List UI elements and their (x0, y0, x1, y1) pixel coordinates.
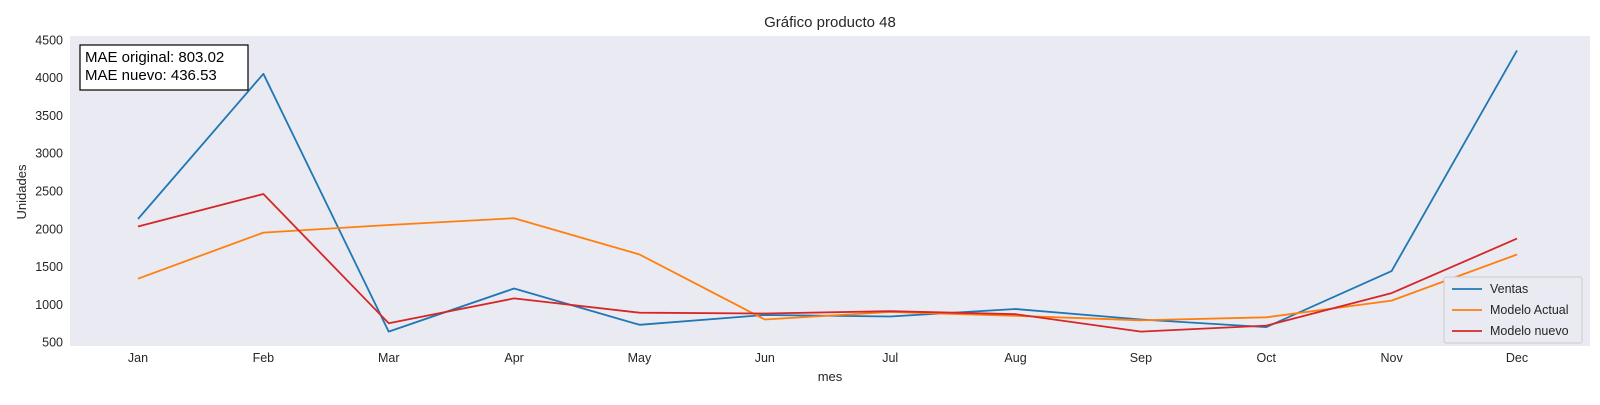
annotation-line-1: MAE original: 803.02 (85, 49, 224, 66)
series-lines (137, 49, 1518, 333)
mae-annotation-box: MAE original: 803.02 MAE nuevo: 436.53 (79, 44, 249, 91)
legend-frame (1443, 276, 1583, 344)
x-tick-label: Apr (504, 351, 523, 365)
x-tick-label: Jun (755, 351, 775, 365)
x-tick-label: Oct (1257, 351, 1277, 365)
series-line-modelo-nuevo (137, 193, 1518, 333)
legend: Ventas Modelo Actual Modelo nuevo (1443, 276, 1583, 344)
annotation-frame (79, 44, 249, 91)
x-tick-label: Aug (1004, 351, 1026, 365)
y-tick-label: 2500 (35, 185, 63, 199)
y-tick-label: 1000 (35, 298, 63, 312)
x-axis-label: mes (818, 369, 843, 384)
x-tick-label: Sep (1130, 351, 1152, 365)
y-axis-ticks: 500 1000 1500 2000 2500 3000 3500 4000 4500 (35, 33, 63, 349)
legend-label-modelo-nuevo: Modelo nuevo (1490, 324, 1569, 338)
chart-title: Gráfico producto 48 (764, 14, 896, 31)
y-tick-label: 500 (42, 336, 63, 350)
y-tick-label: 1500 (35, 260, 63, 274)
y-tick-label: 4000 (35, 71, 63, 85)
x-tick-label: Nov (1381, 351, 1404, 365)
series-line-modelo-actual (137, 217, 1518, 322)
annotation-line-2: MAE nuevo: 436.53 (85, 67, 217, 84)
legend-label-ventas: Ventas (1490, 282, 1528, 296)
x-tick-label: May (628, 351, 652, 365)
y-tick-label: 2000 (35, 222, 63, 236)
x-tick-label: Jan (128, 351, 148, 365)
x-tick-label: Mar (378, 351, 400, 365)
y-tick-label: 3500 (35, 109, 63, 123)
y-axis-label: Unidades (14, 164, 29, 219)
legend-label-modelo-actual: Modelo Actual (1490, 303, 1569, 317)
y-tick-label: 4500 (35, 33, 63, 47)
x-tick-label: Jul (882, 351, 898, 365)
x-tick-label: Feb (253, 351, 275, 365)
plot-area (70, 36, 1590, 346)
y-tick-label: 3000 (35, 147, 63, 161)
x-tick-label: Dec (1506, 351, 1528, 365)
x-axis-ticks: Jan Feb Mar Apr May Jun Jul Aug Sep Oct Nov Dec (128, 351, 1528, 365)
